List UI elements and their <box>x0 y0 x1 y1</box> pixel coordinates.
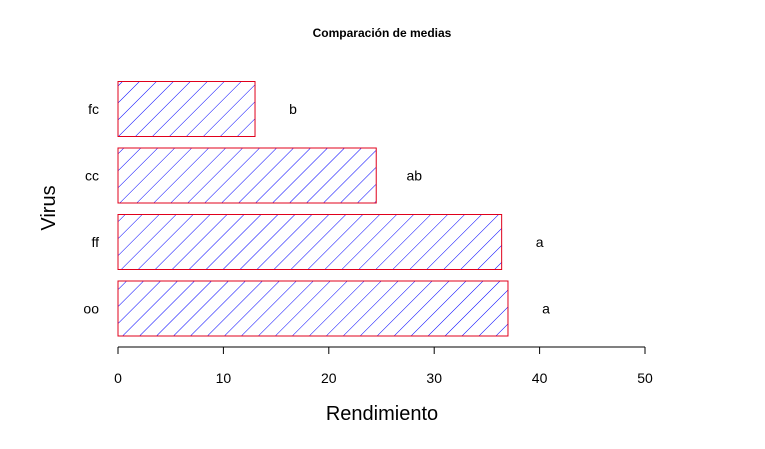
category-label-ff: ff <box>91 234 99 250</box>
x-tick-label-50: 50 <box>637 370 653 386</box>
category-labels: oo ff cc fc <box>83 101 99 317</box>
x-tick-label-10: 10 <box>216 370 232 386</box>
category-label-cc: cc <box>85 168 99 184</box>
bar-letter-labels: a a ab b <box>289 101 550 317</box>
bar-fc <box>117 81 256 137</box>
bar-label-fc: b <box>289 101 297 117</box>
bar-label-oo: a <box>542 301 550 317</box>
category-label-oo: oo <box>83 301 99 317</box>
category-label-fc: fc <box>88 101 99 117</box>
x-tick-label-0: 0 <box>114 370 122 386</box>
y-axis-title: Virus <box>38 185 60 230</box>
x-tick-label-30: 30 <box>426 370 442 386</box>
chart-title: Comparación de medias <box>313 26 452 40</box>
x-tick-label-20: 20 <box>321 370 337 386</box>
x-axis: 0 10 20 30 40 50 <box>114 346 653 386</box>
bars-group <box>117 81 509 337</box>
bar-label-cc: ab <box>406 168 422 184</box>
x-axis-title: Rendimiento <box>326 403 438 425</box>
bar-label-ff: a <box>536 234 544 250</box>
bar-oo <box>117 280 509 337</box>
bar-cc <box>117 147 377 204</box>
x-tick-label-40: 40 <box>532 370 548 386</box>
bar-ff <box>117 214 503 270</box>
